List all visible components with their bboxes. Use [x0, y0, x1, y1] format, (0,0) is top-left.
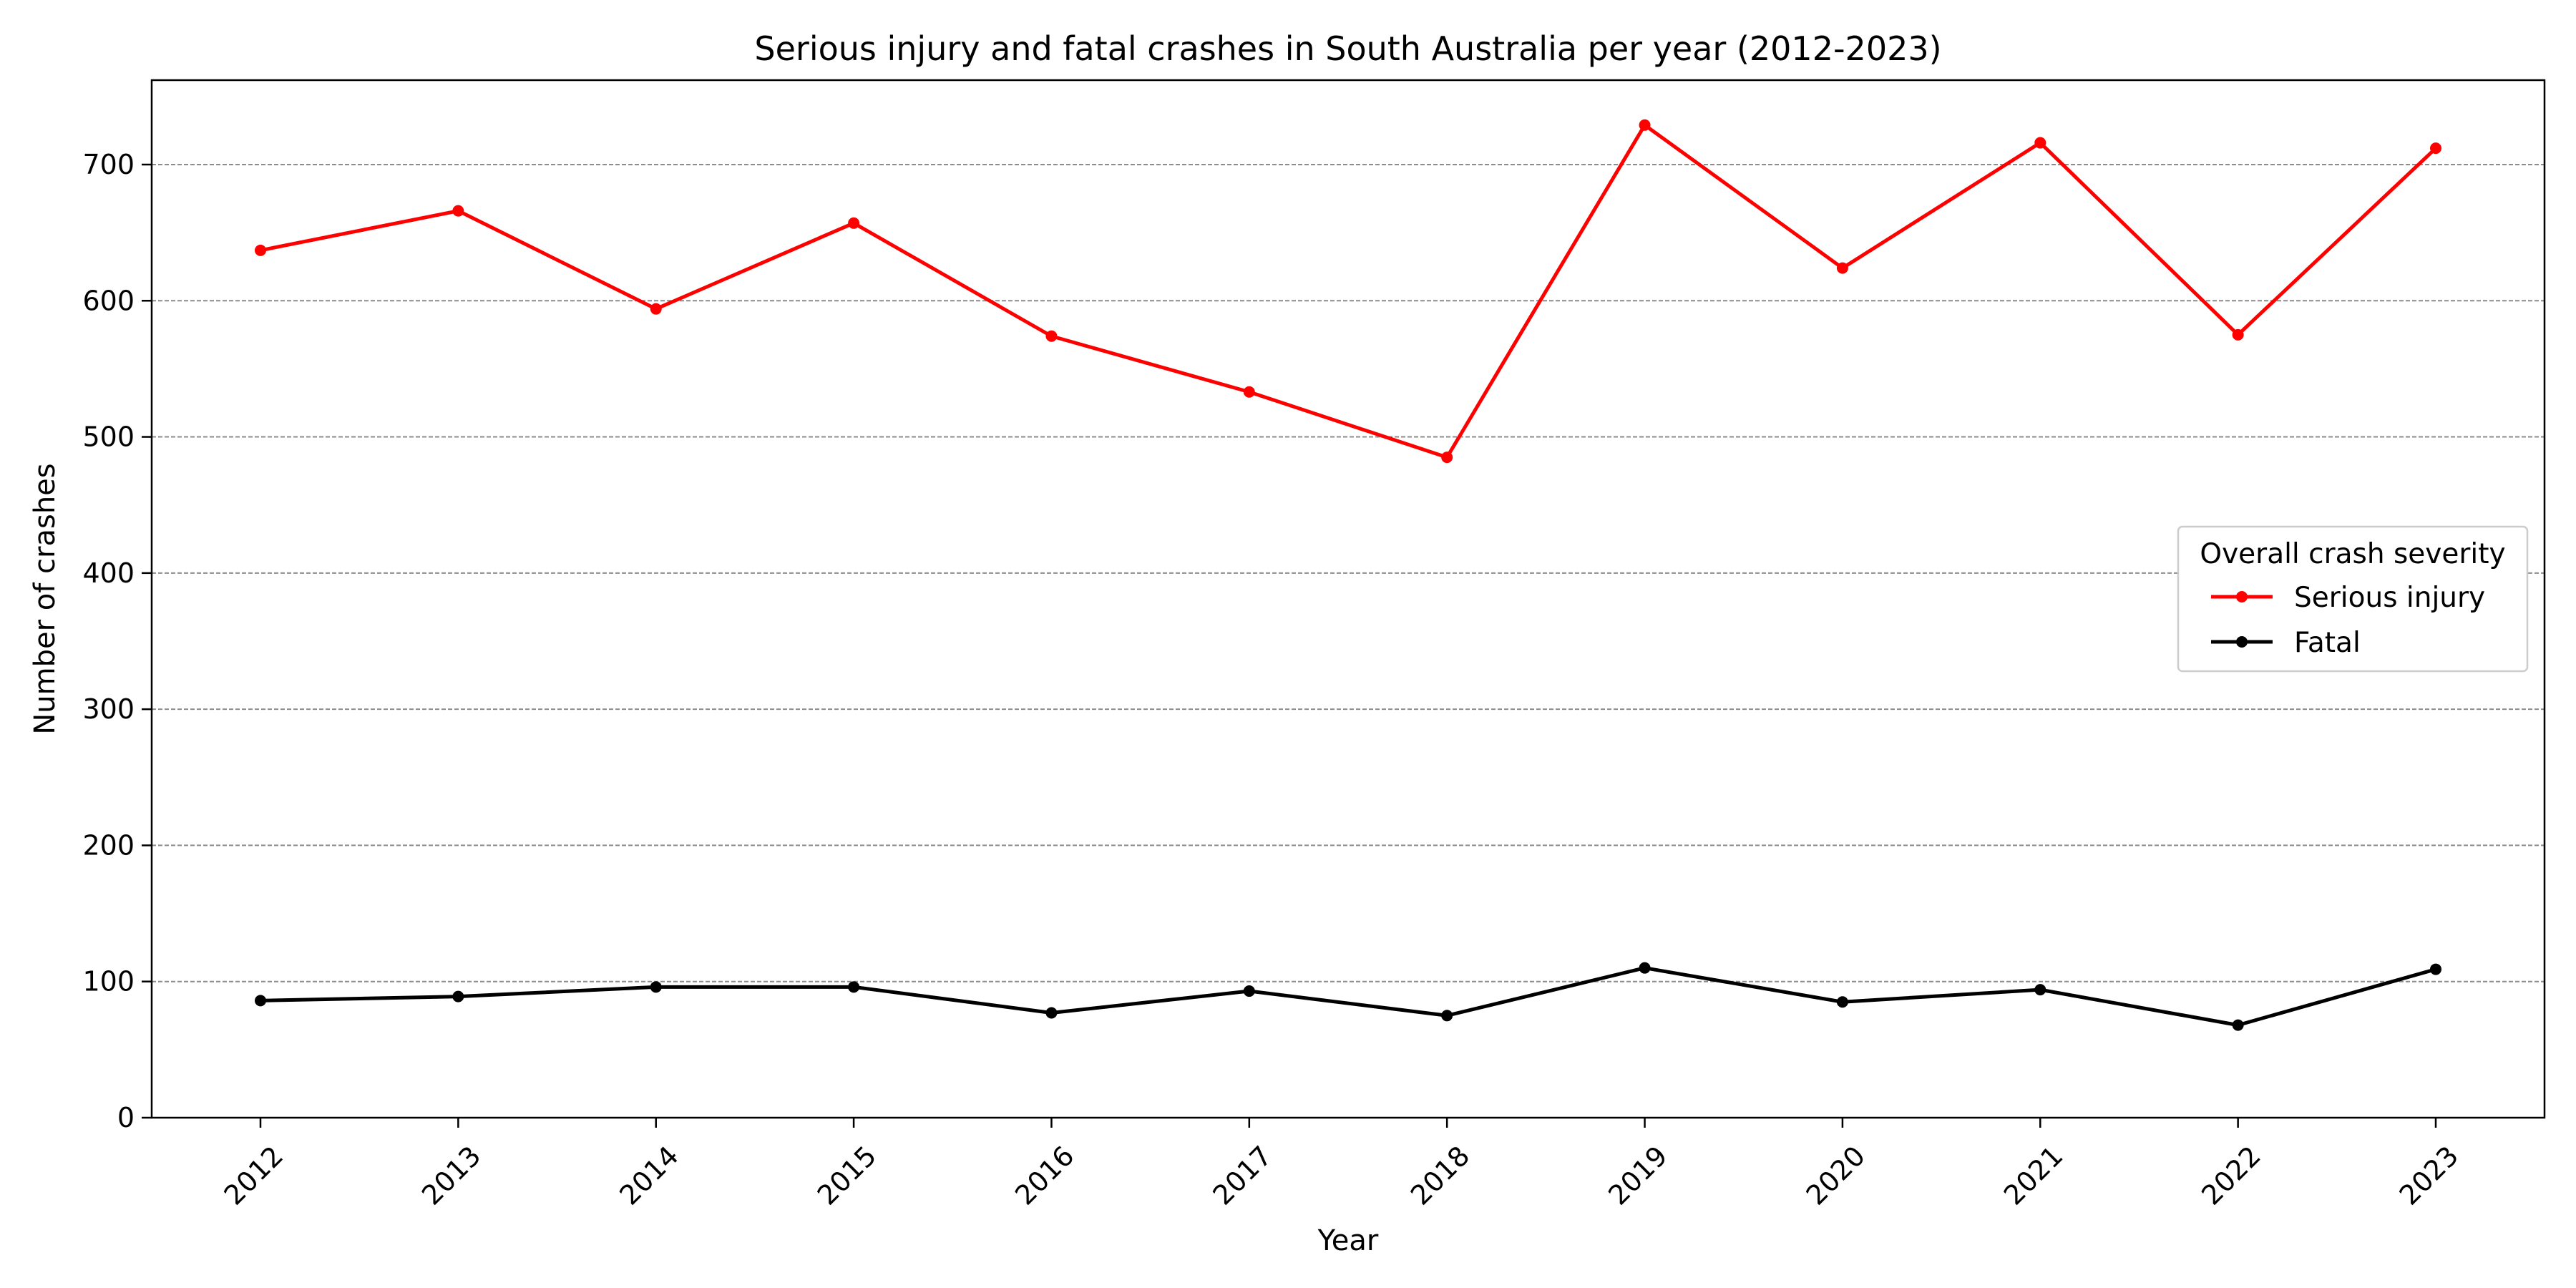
data-point-fatal [2232, 1019, 2244, 1031]
legend-label: Serious injury [2294, 582, 2485, 614]
y-tick-label: 0 [117, 1102, 135, 1133]
data-point-serious-injury [1243, 386, 1255, 398]
data-point-serious-injury [2430, 142, 2441, 155]
data-point-fatal [2430, 963, 2441, 975]
data-point-fatal [1441, 1010, 1453, 1022]
y-axis: 0 100 200 300 400 500 600 700 [82, 149, 152, 1133]
data-point-serious-injury [2034, 137, 2046, 149]
legend-entry-fatal: Fatal [2211, 627, 2361, 659]
legend-label: Fatal [2294, 627, 2361, 659]
y-tick-label: 700 [82, 149, 135, 180]
data-point-fatal [848, 981, 860, 993]
series-line-fatal [260, 966, 2436, 1028]
data-point-serious-injury [2232, 328, 2244, 341]
y-tick-label: 600 [82, 285, 135, 316]
legend-swatch-marker [2236, 591, 2248, 602]
series-lines [255, 119, 2441, 1031]
data-point-serious-injury [452, 205, 464, 217]
data-point-fatal [255, 995, 266, 1007]
data-point-serious-injury [650, 303, 662, 315]
data-point-serious-injury [1441, 452, 1453, 464]
legend-title: Overall crash severity [2200, 538, 2505, 570]
data-point-serious-injury [848, 217, 860, 229]
series-fatal [255, 962, 2441, 1031]
y-tick-label: 400 [82, 557, 135, 589]
data-point-serious-injury [1639, 119, 1651, 131]
data-point-serious-injury [1045, 330, 1058, 342]
data-point-serious-injury [255, 244, 266, 256]
chart-title: Serious injury and fatal crashes in Sout… [754, 29, 1941, 68]
y-tick-label: 200 [82, 829, 135, 861]
series-line-serious-injury [260, 123, 2437, 459]
data-point-fatal [1639, 962, 1651, 974]
grid-lines [152, 163, 2545, 982]
data-point-fatal [1045, 1007, 1058, 1019]
y-tick-label: 300 [82, 693, 135, 725]
legend-swatch-marker [2236, 636, 2248, 648]
data-point-fatal [1243, 985, 1255, 997]
y-tick-label: 100 [82, 966, 135, 997]
data-point-fatal [452, 990, 464, 1002]
data-point-fatal [2034, 984, 2046, 996]
y-axis-label: Number of crashes [29, 463, 62, 734]
data-point-serious-injury [1836, 262, 1848, 274]
data-point-fatal [1836, 996, 1848, 1008]
x-axis-label: Year [1317, 1224, 1379, 1257]
legend: Overall crash severity Serious injury Fat… [2177, 525, 2529, 673]
plot-area-frame [150, 79, 2546, 1119]
legend-entry-serious-injury: Serious injury [2211, 582, 2485, 614]
data-point-fatal [650, 981, 662, 993]
legend-entries: Serious injury Fatal [2211, 582, 2485, 659]
legend-box [2177, 525, 2529, 673]
y-tick-label: 500 [82, 421, 135, 453]
series-serious-injury [255, 119, 2441, 464]
